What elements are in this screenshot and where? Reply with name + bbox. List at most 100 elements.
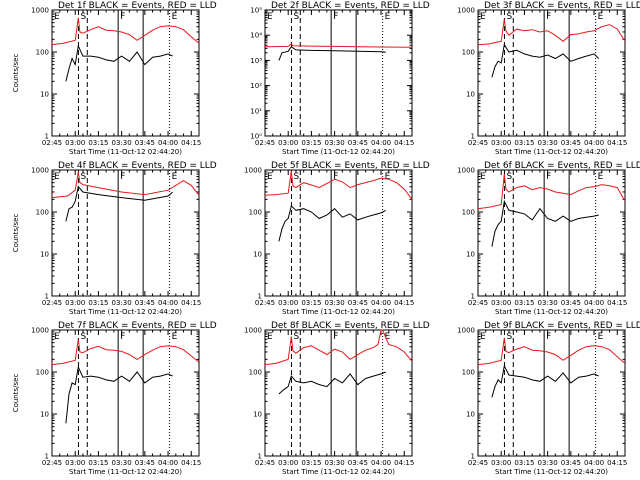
y-tick-label: 10 [253, 251, 262, 259]
y-axis-label: Counts/sec [12, 54, 20, 93]
y-tick-label: 1 [45, 293, 49, 301]
events-series-line [278, 371, 386, 395]
x-tick-label: 02:45 [255, 139, 275, 147]
x-tick-label: 03:45 [561, 139, 581, 147]
time-marker-letter: E [54, 172, 60, 182]
time-marker-letter: E [172, 172, 178, 182]
panel-det-2: Det 2f BLACK = Events, RED = LLD 10⁰ 10¹ 10… [250, 1, 430, 156]
y-tick-label: 10 [466, 251, 475, 259]
panel-det-5: Det 5f BLACK = Events, RED = LLD 1 10 100 10… [244, 161, 430, 316]
lld-series-line [477, 174, 626, 210]
plot-frame [264, 329, 413, 457]
panel-det-9: Det 9f BLACK = Events, RED = LLD 1 10 100 10… [457, 321, 640, 476]
y-tick-label: 100 [249, 209, 262, 217]
x-tick-label: 03:45 [135, 139, 155, 147]
y-tick-label: 100 [36, 49, 49, 57]
time-marker-letter: F [546, 12, 551, 22]
x-tick-label: 03:30 [538, 459, 558, 467]
x-tick-label: 03:45 [135, 459, 155, 467]
y-axis-label: Counts/sec [12, 374, 20, 413]
time-marker-letter: E [267, 12, 273, 22]
lld-series-line [51, 17, 200, 46]
x-tick-label: 03:00 [491, 459, 511, 467]
x-tick-label: 04:00 [158, 459, 178, 467]
time-marker-letter: F [546, 332, 551, 342]
x-axis-label: Start Time (11-Oct-12 02:44:20) [495, 308, 608, 316]
y-tick-label: 10⁴ [250, 32, 262, 40]
x-tick-label: 03:00 [278, 459, 298, 467]
time-marker-letter: E [598, 12, 604, 22]
time-marker-letter: F [333, 12, 338, 22]
time-marker-letter: E [54, 12, 60, 22]
panel-title: Det 4f BLACK = Events, RED = LLD [58, 161, 217, 171]
panel-title: Det 5f BLACK = Events, RED = LLD [271, 161, 430, 171]
y-tick-label: 100 [462, 49, 475, 57]
lld-series-line [477, 337, 626, 366]
y-tick-label: 1 [471, 133, 475, 141]
x-axis-label: Start Time (11-Oct-12 02:44:20) [69, 468, 182, 476]
y-tick-label: 1 [471, 453, 475, 461]
y-tick-label: 10¹ [250, 107, 262, 115]
y-tick-label: 1 [471, 293, 475, 301]
time-marker-letter: S [80, 172, 86, 182]
y-tick-label: 10 [40, 411, 49, 419]
x-tick-label: 03:15 [301, 459, 321, 467]
x-tick-label: 03:30 [325, 139, 345, 147]
x-tick-label: 04:00 [584, 459, 604, 467]
time-marker-letter: S [293, 172, 299, 182]
lld-series-line [264, 170, 413, 200]
events-series-line [65, 365, 173, 424]
time-marker-letter: S [293, 332, 299, 342]
x-axis-label: Start Time (11-Oct-12 02:44:20) [69, 308, 182, 316]
time-marker-letter: E [172, 332, 178, 342]
x-tick-label: 02:45 [255, 459, 275, 467]
x-tick-label: 03:15 [514, 299, 534, 307]
time-marker-letter: E [267, 332, 273, 342]
x-tick-label: 04:00 [158, 139, 178, 147]
y-tick-label: 100 [462, 369, 475, 377]
plot-frame [51, 9, 200, 137]
y-tick-label: 1 [258, 453, 262, 461]
x-tick-label: 02:45 [468, 299, 488, 307]
events-series-line [491, 199, 599, 247]
x-tick-label: 03:45 [348, 299, 368, 307]
x-tick-label: 02:45 [42, 139, 62, 147]
panel-det-8: Det 8f BLACK = Events, RED = LLD 1 10 100 10… [244, 321, 430, 476]
y-tick-label: 1000 [31, 167, 49, 175]
x-tick-label: 03:00 [491, 139, 511, 147]
x-tick-label: 02:45 [468, 459, 488, 467]
lld-series-line [51, 171, 200, 199]
y-tick-label: 1000 [31, 7, 49, 15]
events-series-line [278, 204, 386, 242]
y-tick-label: 10 [40, 91, 49, 99]
y-tick-label: 10⁵ [250, 7, 262, 15]
x-tick-label: 02:45 [468, 139, 488, 147]
x-tick-label: 04:00 [584, 139, 604, 147]
x-tick-label: 03:15 [301, 299, 321, 307]
x-tick-label: 03:00 [491, 299, 511, 307]
time-marker-letter: E [480, 12, 486, 22]
x-tick-label: 03:45 [348, 459, 368, 467]
x-tick-label: 04:15 [181, 139, 201, 147]
panel-det-3: Det 3f BLACK = Events, RED = LLD 1 10 100 10… [457, 1, 640, 156]
panel-title: Det 2f BLACK = Events, RED = LLD [271, 1, 430, 11]
x-tick-label: 03:30 [538, 299, 558, 307]
time-marker-letter: E [598, 332, 604, 342]
panel-title: Det 7f BLACK = Events, RED = LLD [58, 321, 217, 331]
y-tick-label: 100 [36, 369, 49, 377]
time-marker-letter: F [333, 172, 338, 182]
time-marker-letter: S [80, 332, 86, 342]
time-marker-letter: E [385, 172, 391, 182]
time-marker-letter: F [333, 332, 338, 342]
time-marker-letter: E [598, 172, 604, 182]
y-tick-label: 10 [466, 91, 475, 99]
time-marker-letter: S [506, 12, 512, 22]
events-series-line [491, 364, 599, 398]
y-tick-label: 1 [45, 133, 49, 141]
events-series-line [65, 44, 173, 82]
panel-det-7: Det 7f BLACK = Events, RED = LLD 1 10 100 10… [12, 321, 217, 476]
x-tick-label: 04:00 [584, 299, 604, 307]
x-axis-label: Start Time (11-Oct-12 02:44:20) [69, 148, 182, 156]
x-tick-label: 03:00 [65, 139, 85, 147]
y-tick-label: 100 [462, 209, 475, 217]
